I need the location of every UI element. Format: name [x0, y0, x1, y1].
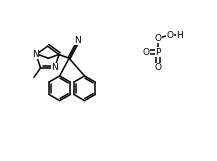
Text: N: N — [32, 50, 39, 59]
Text: O: O — [142, 48, 149, 57]
Text: N: N — [74, 36, 81, 45]
Text: O: O — [155, 63, 161, 72]
Text: O: O — [167, 31, 174, 39]
Text: P: P — [155, 48, 161, 57]
Text: H: H — [176, 31, 183, 39]
Text: N: N — [52, 63, 58, 72]
Text: O: O — [155, 34, 161, 43]
